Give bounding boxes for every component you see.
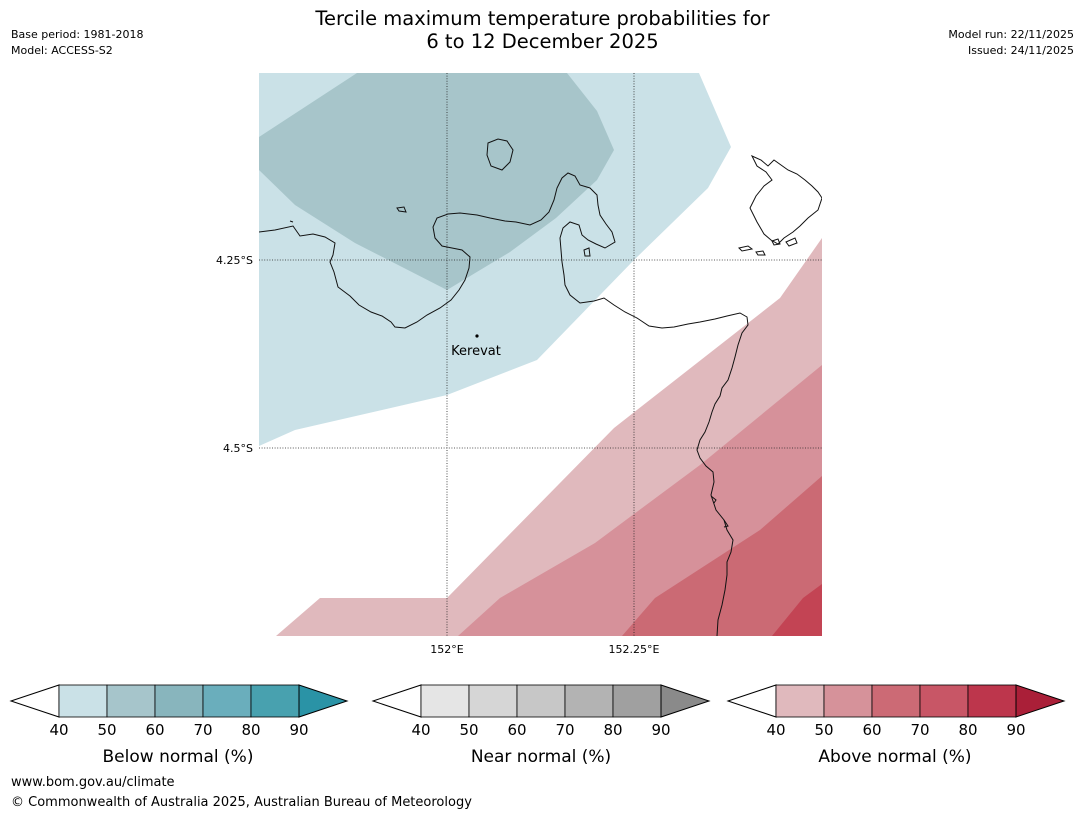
legend-over-triangle bbox=[1015, 684, 1066, 718]
legend-tick-60: 60 bbox=[507, 721, 526, 739]
new-ireland-coast bbox=[749, 154, 822, 245]
legend-tick-80: 80 bbox=[958, 721, 977, 739]
model-text: Model: ACCESS-S2 bbox=[11, 44, 113, 57]
legend-swatch-60-70 bbox=[516, 684, 566, 718]
legend-under-triangle bbox=[726, 684, 777, 718]
title-line-1: Tercile maximum temperature probabilitie… bbox=[315, 7, 770, 30]
legend-label-above-normal: Above normal (%) bbox=[818, 747, 971, 767]
issued-text: Issued: 24/11/2025 bbox=[967, 44, 1074, 57]
base-period-text: Base period: 1981-2018 bbox=[11, 28, 144, 41]
legend-tick-50: 50 bbox=[814, 721, 833, 739]
legend-under-triangle bbox=[371, 684, 422, 718]
islet-east-3 bbox=[785, 237, 798, 247]
legend-swatch-50-60 bbox=[468, 684, 518, 718]
model-run-text: Model run: 22/11/2025 bbox=[948, 28, 1074, 41]
islet-east-4 bbox=[771, 238, 781, 246]
legend-tick-80: 80 bbox=[241, 721, 260, 739]
small-islet-west-2 bbox=[289, 220, 294, 223]
legend-tick-90: 90 bbox=[651, 721, 670, 739]
map-title: Tercile maximum temperature probabilitie… bbox=[0, 7, 1085, 53]
header-right: Model run: 22/11/2025 Issued: 24/11/2025 bbox=[948, 27, 1074, 59]
islet-east-1 bbox=[738, 245, 754, 252]
legend-label-near-normal: Near normal (%) bbox=[471, 747, 611, 767]
kerevat-marker bbox=[475, 334, 479, 338]
legend-swatch-60-70 bbox=[871, 684, 921, 718]
legend-tick-40: 40 bbox=[411, 721, 430, 739]
legend-over-triangle bbox=[298, 684, 349, 718]
legend-tick-50: 50 bbox=[97, 721, 116, 739]
legend-swatch-50-60 bbox=[106, 684, 156, 718]
gazelle-peninsula-coast bbox=[259, 172, 749, 636]
legend-swatch-70-80 bbox=[919, 684, 969, 718]
legend-tick-80: 80 bbox=[603, 721, 622, 739]
above-normal-70-80-region bbox=[772, 584, 822, 636]
legend-tick-90: 90 bbox=[1006, 721, 1025, 739]
islet-coast-south-2 bbox=[723, 519, 729, 528]
legend-swatch-80-90 bbox=[967, 684, 1017, 718]
legend-swatch-80-90 bbox=[250, 684, 300, 718]
map-area bbox=[259, 73, 822, 636]
lat-label-4-25s: 4.25°S bbox=[216, 254, 253, 267]
legend-tick-70: 70 bbox=[193, 721, 212, 739]
legend-swatch-40-50 bbox=[58, 684, 108, 718]
legend-swatch-60-70 bbox=[154, 684, 204, 718]
legend-tick-70: 70 bbox=[910, 721, 929, 739]
place-label-kerevat: Kerevat bbox=[451, 344, 501, 359]
legend-swatch-40-50 bbox=[420, 684, 470, 718]
footer-url[interactable]: www.bom.gov.au/climate bbox=[11, 775, 175, 790]
above-normal-60-70-region bbox=[622, 476, 822, 636]
legend-swatch-50-60 bbox=[823, 684, 873, 718]
legend-tick-40: 40 bbox=[766, 721, 785, 739]
legend-near-normal: 40 50 60 70 80 90 Near normal (%) bbox=[371, 684, 711, 767]
legend-tick-50: 50 bbox=[459, 721, 478, 739]
title-line-2: 6 to 12 December 2025 bbox=[426, 30, 659, 53]
graticule bbox=[259, 73, 822, 636]
legend-tick-90: 90 bbox=[289, 721, 308, 739]
legend-above-normal: 40 50 60 70 80 90 Above normal (%) bbox=[726, 684, 1066, 767]
legend-below-normal: 40 50 60 70 80 90 Below normal (%) bbox=[9, 684, 349, 767]
legend-over-triangle bbox=[660, 684, 711, 718]
legend-tick-60: 60 bbox=[145, 721, 164, 739]
small-islet-west bbox=[396, 206, 407, 213]
legend-swatch-70-80 bbox=[202, 684, 252, 718]
legend-swatch-70-80 bbox=[564, 684, 614, 718]
islet-coast-south bbox=[710, 495, 717, 504]
legend-tick-60: 60 bbox=[862, 721, 881, 739]
lon-label-152e: 152°E bbox=[430, 643, 463, 656]
below-normal-50-60-region bbox=[259, 73, 614, 290]
coastline bbox=[259, 138, 822, 636]
legend-label-below-normal: Below normal (%) bbox=[103, 747, 254, 767]
footer-copyright: © Commonwealth of Australia 2025, Austra… bbox=[11, 795, 472, 810]
legend-under-triangle bbox=[9, 684, 60, 718]
lat-label-4-5s: 4.5°S bbox=[223, 442, 253, 455]
duke-of-york-island bbox=[486, 138, 514, 171]
legend-swatch-40-50 bbox=[775, 684, 825, 718]
legend-tick-70: 70 bbox=[555, 721, 574, 739]
lon-label-152-25e: 152.25°E bbox=[609, 643, 660, 656]
legend-tick-40: 40 bbox=[49, 721, 68, 739]
islet-east-2 bbox=[755, 250, 766, 256]
islet-blanche-bay bbox=[583, 247, 591, 257]
legend-swatch-80-90 bbox=[612, 684, 662, 718]
header-left: Base period: 1981-2018 Model: ACCESS-S2 bbox=[11, 27, 143, 59]
